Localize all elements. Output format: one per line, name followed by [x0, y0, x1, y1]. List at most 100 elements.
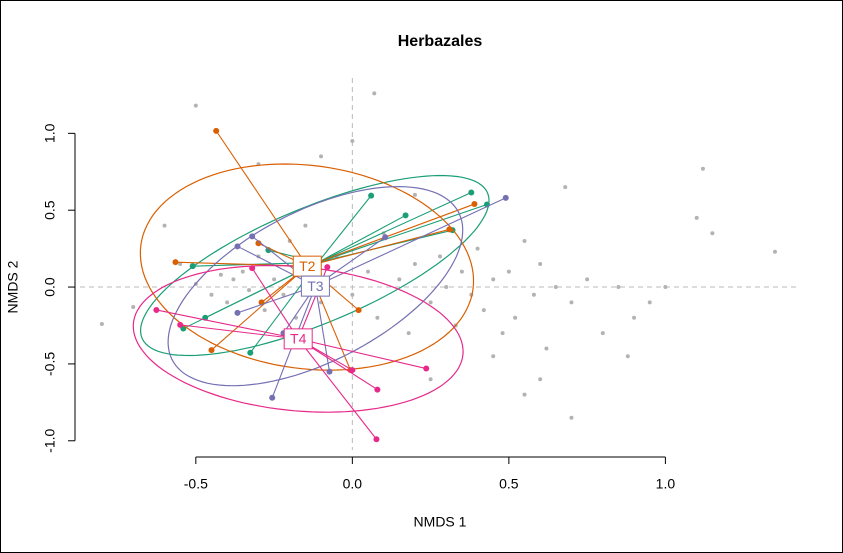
y-tick-label: 1.0 [42, 123, 58, 143]
background-point [531, 292, 536, 297]
spider-line [251, 267, 299, 340]
background-point [99, 321, 104, 326]
point [213, 127, 220, 134]
x-tick-label: -0.5 [184, 476, 208, 492]
x-tick-label: 0.0 [343, 476, 363, 492]
point [368, 192, 375, 199]
spider-line [307, 203, 475, 267]
spider-line [297, 338, 377, 440]
point [374, 386, 381, 393]
background-point [372, 91, 377, 96]
point [355, 307, 362, 314]
spider-line [180, 324, 299, 340]
background-point [412, 192, 417, 197]
centroid-label: T4 [290, 331, 307, 347]
background-point [569, 300, 574, 305]
y-tick-label: -1.0 [42, 429, 58, 453]
chart-title: Herbazales [398, 33, 483, 50]
point [402, 212, 409, 219]
background-point [397, 277, 402, 282]
point [382, 234, 389, 241]
y-tick-label: -0.5 [42, 352, 58, 376]
background-point [247, 288, 252, 293]
point [249, 233, 256, 240]
ellipse [167, 185, 464, 387]
background-point [538, 262, 543, 266]
background-point [522, 238, 527, 243]
background-point [406, 331, 411, 336]
background-point [632, 315, 637, 320]
background-point [193, 103, 198, 108]
spider-line [298, 338, 427, 370]
background-point [162, 223, 167, 228]
point [234, 243, 241, 250]
spider-line [317, 214, 406, 263]
background-point [500, 331, 505, 336]
background-point [350, 292, 355, 297]
point [249, 265, 256, 272]
background-point [553, 285, 558, 290]
spider-line [215, 130, 308, 267]
point [247, 349, 254, 356]
background-point [694, 215, 699, 220]
point [502, 194, 509, 201]
background-point [663, 285, 668, 290]
background-point [225, 300, 230, 305]
point [373, 436, 380, 443]
background-point [600, 331, 605, 336]
background-point [412, 262, 417, 266]
point [172, 259, 179, 266]
point [446, 226, 453, 233]
background-point [625, 354, 630, 359]
x-axis-title: NMDS 1 [414, 514, 467, 530]
point [234, 309, 241, 316]
centroid-box [283, 328, 313, 350]
background-point [459, 269, 464, 274]
background-point [569, 415, 574, 420]
background-point [513, 315, 518, 320]
background-point [178, 262, 183, 266]
background-point [319, 154, 324, 159]
background-point [506, 269, 511, 274]
background-point [772, 249, 777, 254]
background-point [647, 300, 652, 305]
background-point [700, 166, 705, 171]
background-point [131, 305, 136, 310]
background-point [218, 272, 223, 277]
background-point [481, 308, 486, 313]
point [423, 365, 430, 372]
spider-line [317, 195, 372, 263]
ellipse [132, 264, 464, 413]
background-point [444, 285, 449, 290]
background-point [231, 277, 236, 282]
point [269, 394, 276, 401]
y-axis-title: NMDS 2 [5, 260, 21, 313]
centroid-label: T2 [299, 258, 316, 274]
background-point [428, 300, 433, 305]
background-point [585, 277, 590, 282]
spider-line [315, 197, 506, 287]
background-point [375, 315, 380, 320]
centroid-box [300, 275, 330, 297]
x-tick-label: 0.5 [499, 476, 519, 492]
background-point [366, 269, 370, 274]
background-point [272, 277, 277, 282]
point [177, 321, 184, 328]
ellipse [139, 174, 490, 357]
background-point [350, 139, 355, 144]
point [324, 264, 331, 271]
y-tick-label: 0.0 [42, 277, 58, 297]
background-point [491, 277, 496, 282]
background-point [616, 285, 621, 290]
background-point [538, 377, 543, 382]
background-point [491, 354, 496, 359]
background-point [209, 292, 214, 297]
background-point [475, 246, 480, 251]
background-point [522, 392, 527, 397]
y-tick-label: 0.5 [42, 200, 58, 220]
point [208, 347, 215, 354]
point [189, 263, 196, 270]
spider-line [156, 309, 299, 340]
